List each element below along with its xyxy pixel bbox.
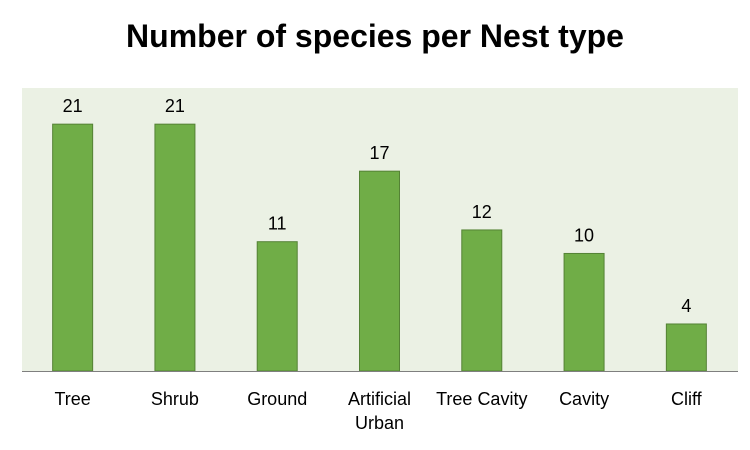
data-label: 10: [574, 225, 594, 245]
x-tick-label: Ground: [247, 389, 307, 409]
data-label: 21: [165, 96, 185, 116]
data-label: 17: [369, 143, 389, 163]
x-tick-label: Artificial Urban: [348, 389, 411, 433]
data-label: 11: [268, 214, 287, 234]
bar-cavity: [563, 252, 605, 372]
x-tick-label: Cavity: [559, 389, 609, 409]
bar-ground: [256, 241, 298, 372]
x-tick-label: Tree Cavity: [436, 389, 527, 409]
data-labels-group: 21 21 11 17 12 10 4: [63, 96, 692, 316]
data-label: 21: [63, 96, 83, 116]
data-label: 12: [472, 202, 492, 222]
bar-cliff: [665, 323, 707, 372]
x-tick-label: Cliff: [671, 389, 703, 409]
bar-shrub: [154, 123, 196, 372]
data-label: 4: [681, 296, 691, 316]
x-tick-label: Shrub: [151, 389, 199, 409]
chart-title: Number of species per Nest type: [126, 18, 624, 54]
x-tick-label: Tree: [54, 389, 90, 409]
bars-group: [52, 123, 707, 372]
bar-tree: [52, 123, 94, 372]
x-tick-labels-group: Tree Shrub Ground Artificial Urban Tree Cavit…: [54, 389, 702, 433]
bar-tree-cavity: [461, 229, 503, 372]
bar-artificial-urban: [359, 170, 400, 372]
